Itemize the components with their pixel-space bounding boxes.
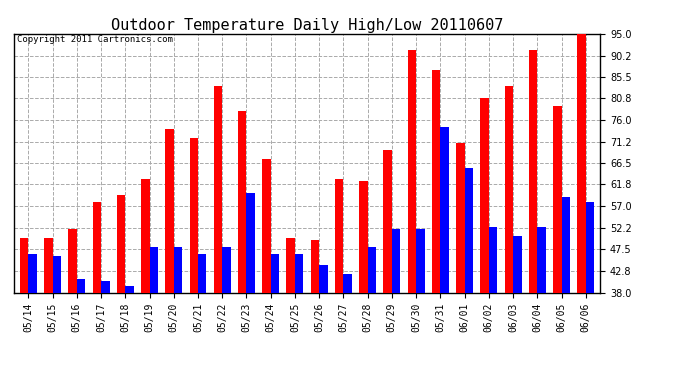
Bar [553,106,562,292]
Bar [368,247,376,292]
Bar [222,247,230,292]
Bar [464,168,473,292]
Bar [126,286,134,292]
Bar [416,229,424,292]
Bar [489,226,497,292]
Bar [384,150,392,292]
Bar [262,159,270,292]
Bar [52,256,61,292]
Bar [20,238,28,292]
Bar [513,236,522,292]
Bar [198,254,206,292]
Bar [295,254,304,292]
Bar [562,197,570,292]
Bar [246,193,255,292]
Bar [77,279,86,292]
Bar [432,70,440,292]
Bar [538,226,546,292]
Bar [150,247,158,292]
Bar [101,281,110,292]
Text: Copyright 2011 Cartronics.com: Copyright 2011 Cartronics.com [17,35,172,44]
Bar [335,179,344,292]
Bar [456,143,464,292]
Bar [310,240,319,292]
Bar [141,179,150,292]
Bar [359,181,368,292]
Bar [286,238,295,292]
Bar [214,86,222,292]
Title: Outdoor Temperature Daily High/Low 20110607: Outdoor Temperature Daily High/Low 20110… [111,18,503,33]
Bar [408,50,416,292]
Bar [166,129,174,292]
Bar [440,127,449,292]
Bar [238,111,246,292]
Bar [270,254,279,292]
Bar [480,98,489,292]
Bar [344,274,352,292]
Bar [68,229,77,292]
Bar [578,34,586,292]
Bar [44,238,52,292]
Bar [174,247,182,292]
Bar [117,195,126,292]
Bar [319,265,328,292]
Bar [190,138,198,292]
Bar [92,202,101,292]
Bar [529,50,538,292]
Bar [586,202,594,292]
Bar [392,229,400,292]
Bar [504,86,513,292]
Bar [28,254,37,292]
